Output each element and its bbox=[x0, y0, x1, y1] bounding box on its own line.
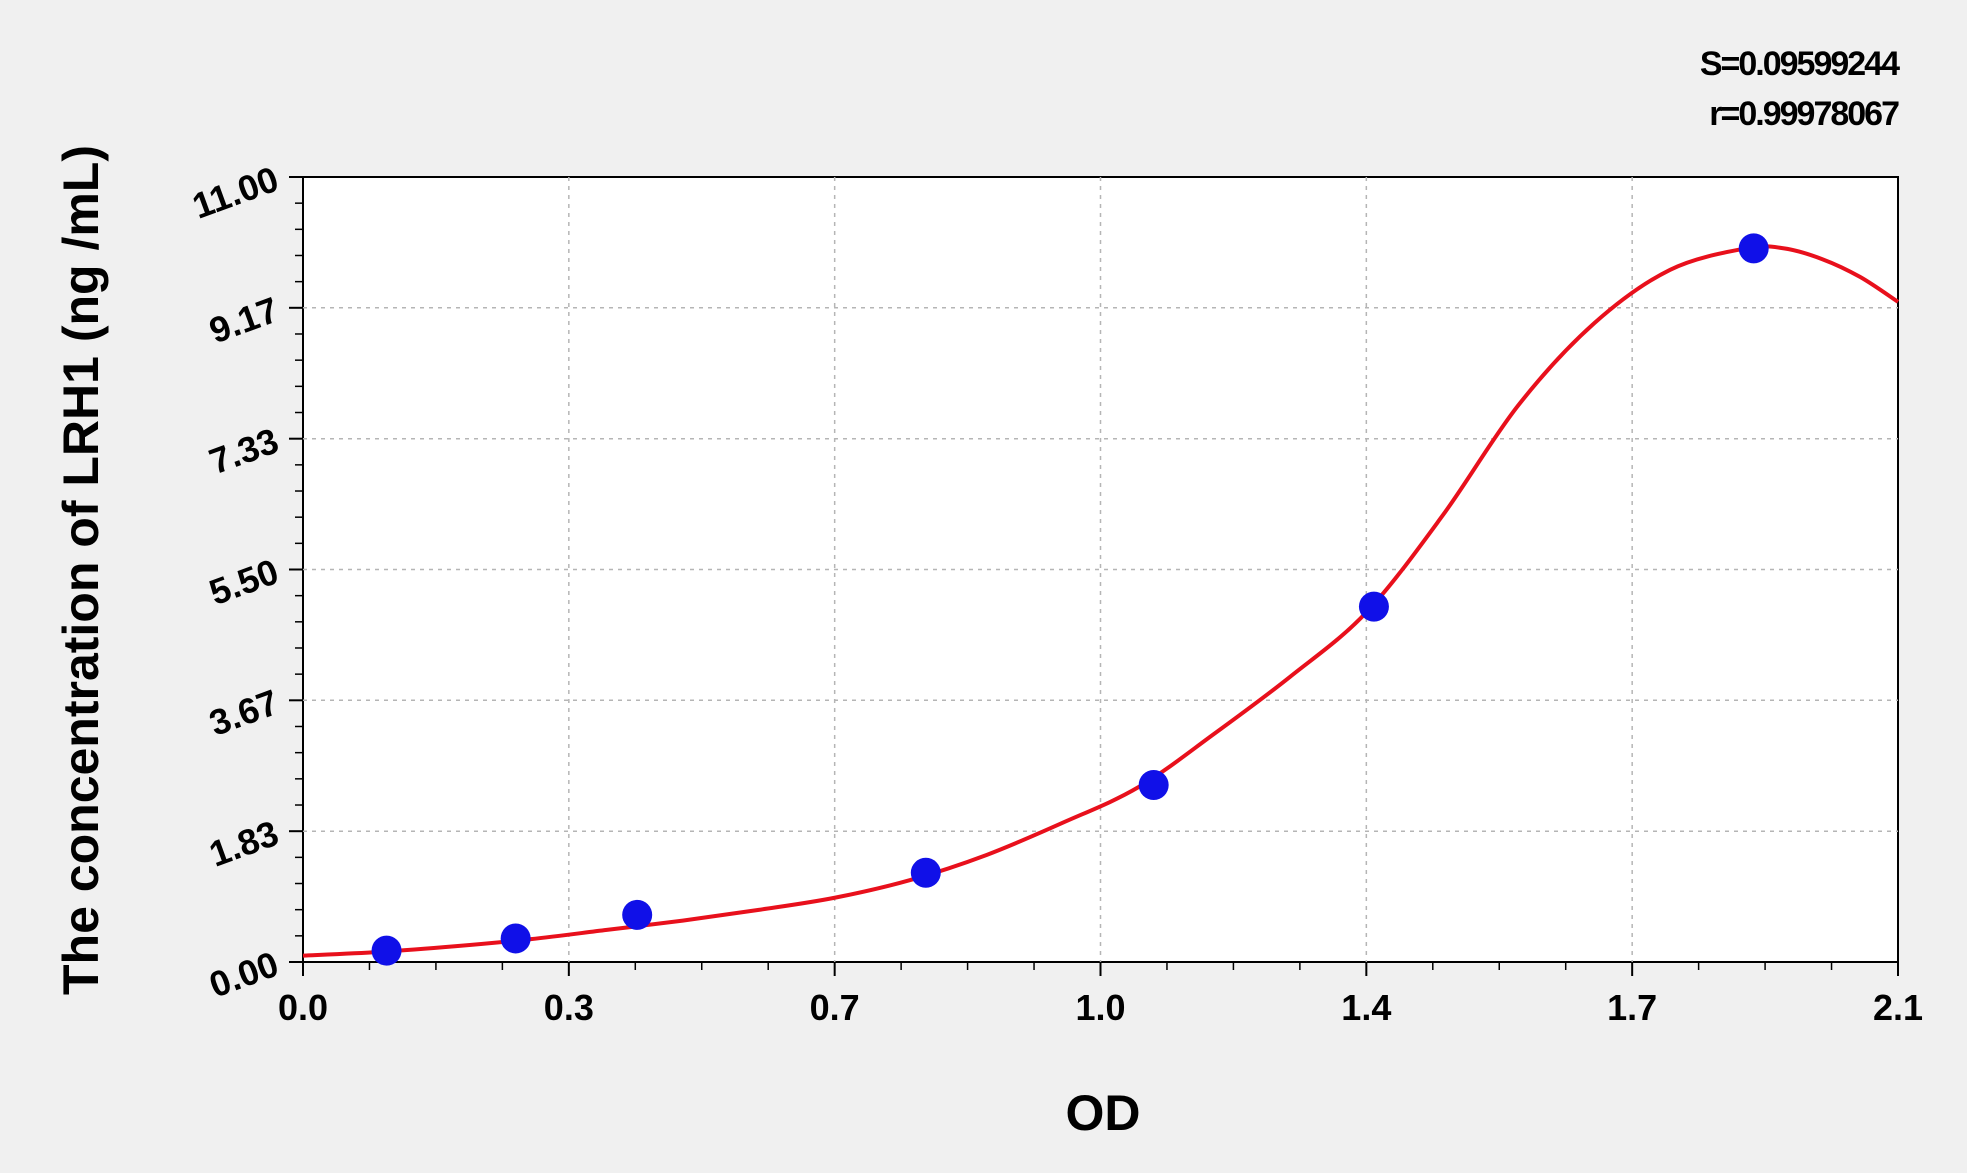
data-point bbox=[622, 899, 653, 930]
axis-ticks bbox=[289, 176, 1899, 976]
data-point bbox=[1738, 233, 1769, 264]
x-tick-label: 2.1 bbox=[1873, 987, 1923, 1028]
x-tick-label: 0.0 bbox=[278, 987, 328, 1028]
y-axis-title: The concentration of LRH1 (ng /mL) bbox=[53, 145, 109, 995]
data-point bbox=[1138, 770, 1169, 801]
fitted-curve-line bbox=[302, 244, 1900, 958]
x-tick-labels: 0.0 0.3 0.7 1.0 1.4 1.7 2.1 bbox=[278, 987, 1923, 1028]
x-tick-label: 1.0 bbox=[1075, 987, 1125, 1028]
plot-area bbox=[302, 176, 1899, 963]
x-axis-title: OD bbox=[1066, 1085, 1141, 1141]
r-statistic: r=0.99978067 bbox=[1709, 95, 1899, 133]
data-point bbox=[371, 935, 402, 966]
s-statistic: S=0.09599244 bbox=[1700, 45, 1900, 83]
x-tick-label: 1.7 bbox=[1607, 987, 1657, 1028]
data-points bbox=[371, 233, 1769, 966]
data-point bbox=[1358, 591, 1389, 622]
x-tick-label: 1.4 bbox=[1341, 987, 1391, 1028]
x-tick-label: 0.3 bbox=[544, 987, 594, 1028]
x-tick-label: 0.7 bbox=[810, 987, 860, 1028]
data-point bbox=[500, 923, 531, 954]
data-point bbox=[910, 857, 941, 888]
